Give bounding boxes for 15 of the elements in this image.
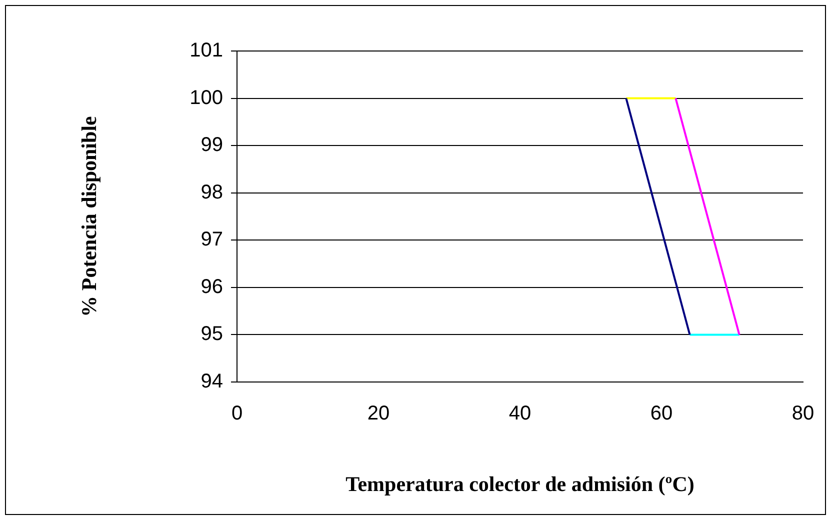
x-axis-title: Temperatura colector de admisión (ºC) [346, 472, 694, 496]
y-tick-label: 96 [200, 276, 223, 298]
y-tick-label: 101 [190, 40, 223, 62]
y-tick-label: 95 [200, 323, 223, 346]
y-tick-label: 100 [190, 86, 223, 109]
y-tick-label: 98 [200, 181, 223, 204]
x-tick-label: 80 [792, 402, 814, 425]
y-tick-label: 94 [200, 370, 223, 393]
y-axis-title: % Potencia disponible [77, 116, 102, 317]
y-tick-label: 97 [200, 228, 223, 251]
y-tick-label: 99 [200, 134, 223, 156]
x-tick-label: 0 [231, 402, 243, 425]
x-tick-label: 40 [508, 402, 532, 425]
x-tick-label: 60 [650, 402, 673, 425]
x-tick-label: 20 [367, 402, 390, 425]
